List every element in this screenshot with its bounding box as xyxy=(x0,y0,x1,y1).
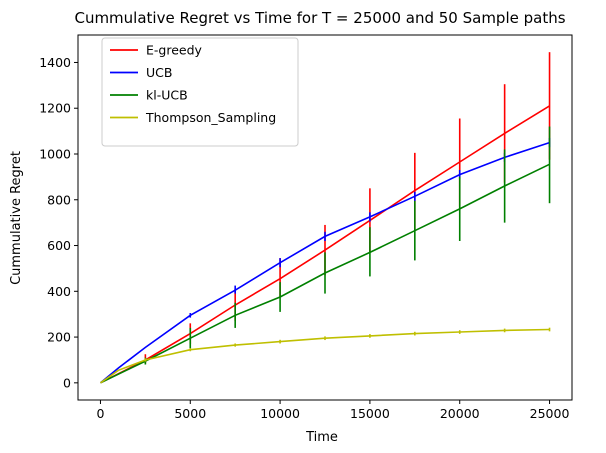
x-tick-label: 25000 xyxy=(530,406,570,421)
x-axis-label: Time xyxy=(305,430,338,445)
x-tick-label: 15000 xyxy=(350,406,390,421)
y-tick-label: 1200 xyxy=(39,101,71,116)
y-tick-label: 200 xyxy=(47,330,71,345)
series-line-ucb xyxy=(99,141,550,384)
legend-label-e-greedy: E-greedy xyxy=(146,43,203,58)
y-tick-label: 1400 xyxy=(39,55,71,70)
y-tick-label: 800 xyxy=(47,192,71,207)
legend-label-kl-ucb: kl-UCB xyxy=(146,88,188,103)
x-tick-label: 10000 xyxy=(260,406,300,421)
y-tick-label: 0 xyxy=(63,375,71,390)
chart-title: Cummulative Regret vs Time for T = 25000… xyxy=(74,9,565,27)
legend: E-greedy UCB kl-UCB Thompson_Sampling xyxy=(101,37,299,147)
y-tick-label: 1000 xyxy=(39,146,71,161)
plot-area xyxy=(99,52,551,384)
legend-label-ucb: UCB xyxy=(146,65,172,80)
axis-ticks: 0 5000 10000 15000 20000 25000 0 200 400 600 800 10… xyxy=(39,55,569,421)
legend-box xyxy=(101,37,299,147)
y-tick-label: 400 xyxy=(47,284,71,299)
legend-label-thompson-sampling: Thompson_Sampling xyxy=(145,110,276,125)
x-tick-label: 0 xyxy=(96,406,104,421)
x-tick-label: 20000 xyxy=(440,406,480,421)
y-tick-label: 600 xyxy=(47,238,71,253)
axes-frame xyxy=(77,34,573,401)
y-axis-label: Cummulative Regret xyxy=(9,151,24,285)
series-line-thompson-sampling xyxy=(100,328,550,384)
x-tick-label: 5000 xyxy=(174,406,206,421)
